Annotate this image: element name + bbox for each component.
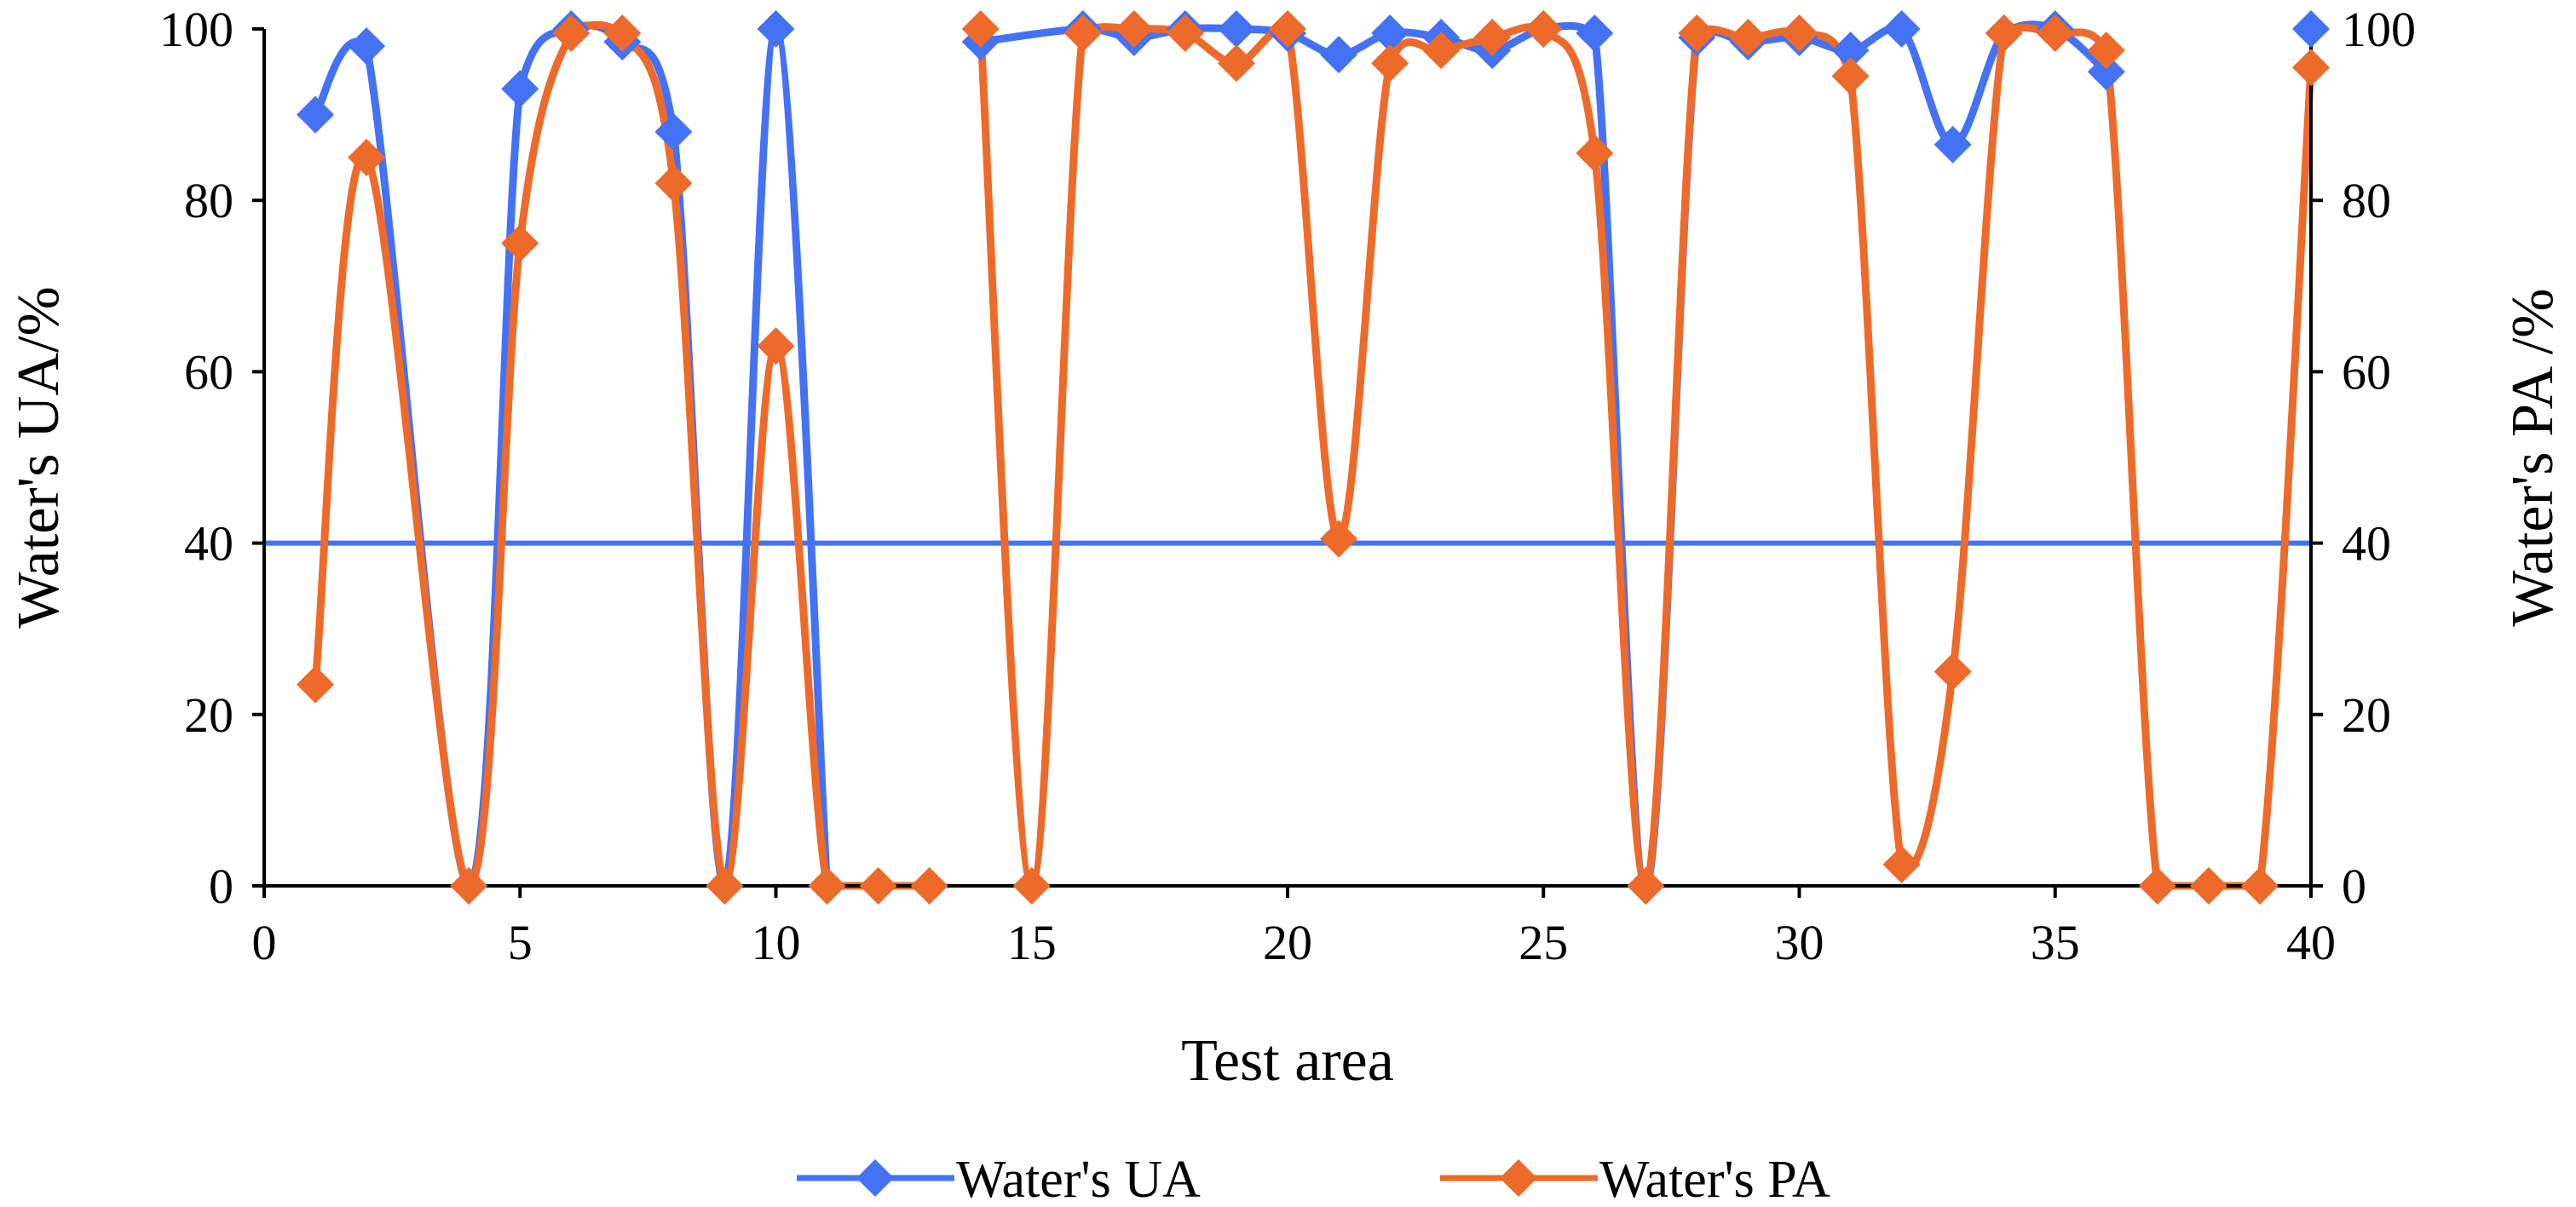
data-point-pa <box>1524 10 1563 48</box>
data-point-pa <box>501 224 539 262</box>
data-point-ua <box>757 10 795 48</box>
legend-label-ua: Water's UA <box>956 1151 1201 1207</box>
data-point-pa <box>348 138 386 176</box>
x-tick-label: 20 <box>1263 915 1312 970</box>
data-point-ua <box>1882 10 1921 48</box>
data-point-pa <box>603 14 642 53</box>
data-point-pa <box>1831 57 1870 95</box>
y-tick-label-right: 40 <box>2342 516 2391 572</box>
legend: Water's UA Water's PA <box>797 1151 1830 1207</box>
data-point-pa <box>859 867 897 905</box>
x-tick-label: 10 <box>752 915 801 970</box>
data-point-pa <box>297 665 335 704</box>
x-axis-title: Test area <box>1181 1028 1394 1094</box>
data-point-pa <box>1012 867 1051 905</box>
data-point-pa <box>1576 134 1614 172</box>
data-point-pa <box>1422 32 1461 70</box>
x-tick-label: 35 <box>2031 915 2080 970</box>
data-point-ua <box>1217 10 1255 48</box>
legend-item-ua: Water's UA <box>797 1151 1201 1207</box>
data-point-pa <box>1627 867 1665 905</box>
y-tick-label-left: 20 <box>184 687 233 743</box>
data-point-pa <box>910 867 948 905</box>
data-point-pa <box>1882 845 1921 883</box>
axes <box>262 29 2313 888</box>
data-point-ua <box>1320 36 1358 74</box>
data-point-ua <box>1933 125 1972 164</box>
data-point-pa <box>1371 44 1409 83</box>
data-point-pa <box>808 867 846 905</box>
y-tick-label-left: 40 <box>184 516 233 572</box>
y-tick-label-left: 80 <box>184 173 233 228</box>
x-tick-label: 40 <box>2286 915 2336 970</box>
data-point-pa <box>1115 10 1153 48</box>
y-tick-label-right: 20 <box>2342 687 2391 743</box>
legend-marker-ua <box>856 1159 894 1197</box>
x-tick-label: 15 <box>1007 915 1057 970</box>
series-line-pa <box>311 20 930 890</box>
y-tick-label-right: 80 <box>2342 173 2391 228</box>
data-point-pa <box>961 10 1000 48</box>
data-point-pa <box>1933 652 1972 691</box>
data-point-ua <box>501 70 539 108</box>
data-point-pa <box>1678 14 1716 53</box>
y-axis-right-title: Water's PA /% <box>2500 288 2566 626</box>
x-tick-label: 25 <box>1519 915 1568 970</box>
data-point-pa <box>2292 49 2330 87</box>
data-point-pa <box>2087 32 2125 70</box>
data-point-pa <box>450 867 488 905</box>
legend-label-pa: Water's PA <box>1599 1151 1830 1207</box>
data-point-pa <box>1217 44 1255 83</box>
data-point-pa <box>757 327 795 365</box>
data-point-ua <box>2292 10 2330 48</box>
data-point-pa <box>1269 10 1306 48</box>
y-tick-label-left: 100 <box>159 2 233 57</box>
data-point-ua <box>654 112 693 151</box>
data-point-pa <box>2240 867 2279 905</box>
data-point-pa <box>1780 14 1818 53</box>
series-line-pa <box>977 23 2315 890</box>
data-point-pa <box>1320 520 1358 558</box>
data-point-ua <box>1371 14 1409 53</box>
y-tick-label-left: 0 <box>209 859 233 914</box>
data-point-pa <box>1063 14 1102 53</box>
data-point-ua <box>348 27 386 66</box>
y-tick-label-left: 60 <box>184 344 233 399</box>
data-point-pa <box>1729 19 1767 57</box>
data-point-ua <box>297 95 335 134</box>
data-point-pa <box>1473 19 1512 57</box>
data-point-ua <box>2087 53 2125 91</box>
data-point-ua <box>1831 32 1870 70</box>
data-point-pa <box>706 867 744 905</box>
y-tick-label-right: 60 <box>2342 344 2391 399</box>
data-point-pa <box>2036 14 2074 53</box>
data-point-pa <box>1166 14 1204 53</box>
series-line-ua <box>312 21 832 890</box>
y-tick-label-right: 0 <box>2342 859 2366 914</box>
x-tick-label: 30 <box>1775 915 1824 970</box>
data-point-pa <box>552 14 591 53</box>
x-tick-label: 0 <box>252 915 277 970</box>
y-tick-label-right: 100 <box>2342 2 2416 57</box>
data-point-ua <box>1576 14 1614 53</box>
x-tick-label: 5 <box>508 915 533 970</box>
data-point-pa <box>654 164 693 203</box>
legend-marker-pa <box>1500 1159 1537 1197</box>
y-axis-left-title: Water's UA/% <box>6 286 72 629</box>
data-point-pa <box>2189 867 2227 905</box>
data-point-pa <box>1985 14 2023 53</box>
legend-item-pa: Water's PA <box>1440 1151 1830 1207</box>
data-point-pa <box>2138 867 2176 905</box>
